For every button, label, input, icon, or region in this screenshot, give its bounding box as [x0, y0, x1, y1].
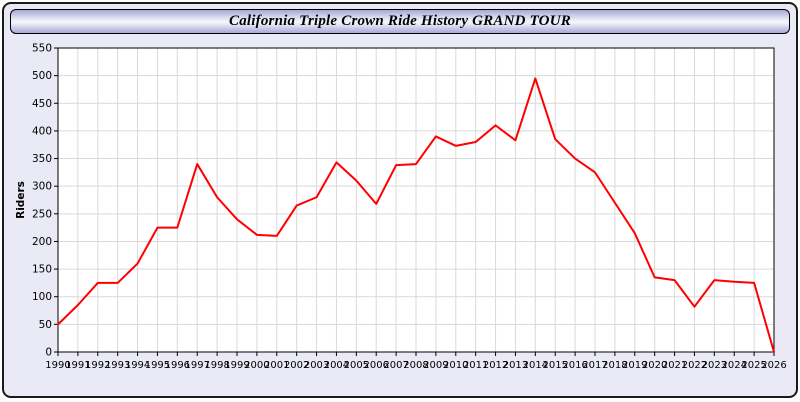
- svg-text:1992: 1992: [85, 360, 110, 371]
- svg-text:50: 50: [39, 319, 52, 331]
- line-chart: 0501001502002503003504004505005501990199…: [15, 43, 787, 372]
- svg-text:Riders: Riders: [15, 181, 27, 219]
- svg-text:2008: 2008: [403, 360, 428, 371]
- svg-text:550: 550: [32, 43, 52, 55]
- svg-text:1994: 1994: [125, 360, 150, 371]
- svg-text:1996: 1996: [165, 360, 190, 371]
- svg-text:1991: 1991: [65, 360, 90, 371]
- svg-text:2001: 2001: [264, 360, 289, 371]
- svg-text:250: 250: [32, 208, 52, 220]
- svg-text:2023: 2023: [702, 360, 727, 371]
- svg-text:450: 450: [32, 98, 52, 110]
- svg-text:1993: 1993: [105, 360, 130, 371]
- svg-text:200: 200: [32, 236, 52, 248]
- svg-text:2006: 2006: [363, 360, 388, 371]
- svg-text:2009: 2009: [423, 360, 448, 371]
- svg-text:2024: 2024: [721, 360, 746, 371]
- svg-text:2016: 2016: [562, 360, 587, 371]
- svg-text:2026: 2026: [761, 360, 786, 371]
- svg-text:2015: 2015: [542, 360, 567, 371]
- svg-text:2010: 2010: [443, 360, 468, 371]
- svg-text:1995: 1995: [145, 360, 170, 371]
- svg-text:2021: 2021: [662, 360, 687, 371]
- svg-text:2020: 2020: [642, 360, 667, 371]
- chart-title-bar: California Triple Crown Ride History GRA…: [10, 9, 790, 34]
- chart-title: California Triple Crown Ride History GRA…: [229, 13, 571, 29]
- svg-text:1998: 1998: [204, 360, 229, 371]
- svg-text:2005: 2005: [344, 360, 369, 371]
- svg-text:2017: 2017: [582, 360, 607, 371]
- svg-text:2004: 2004: [324, 360, 349, 371]
- svg-text:1990: 1990: [45, 360, 70, 371]
- svg-text:2012: 2012: [483, 360, 508, 371]
- svg-text:2022: 2022: [682, 360, 707, 371]
- svg-text:2025: 2025: [741, 360, 766, 371]
- svg-text:100: 100: [32, 291, 52, 303]
- svg-text:1997: 1997: [184, 360, 209, 371]
- svg-text:2003: 2003: [304, 360, 329, 371]
- svg-text:2000: 2000: [244, 360, 269, 371]
- svg-text:1999: 1999: [224, 360, 249, 371]
- svg-text:150: 150: [32, 264, 52, 276]
- svg-text:0: 0: [45, 347, 52, 359]
- svg-text:500: 500: [32, 70, 52, 82]
- svg-text:350: 350: [32, 153, 52, 165]
- svg-text:300: 300: [32, 181, 52, 193]
- svg-text:2018: 2018: [602, 360, 627, 371]
- svg-text:400: 400: [32, 125, 52, 137]
- svg-text:2011: 2011: [463, 360, 488, 371]
- svg-text:2013: 2013: [503, 360, 528, 371]
- svg-text:2014: 2014: [523, 360, 548, 371]
- svg-text:2019: 2019: [622, 360, 647, 371]
- svg-text:2002: 2002: [284, 360, 309, 371]
- chart-area: 0 50 100 150 200 250 300 350 400 450 500 550 1990 199…: [12, 38, 788, 380]
- svg-text:2007: 2007: [383, 360, 408, 371]
